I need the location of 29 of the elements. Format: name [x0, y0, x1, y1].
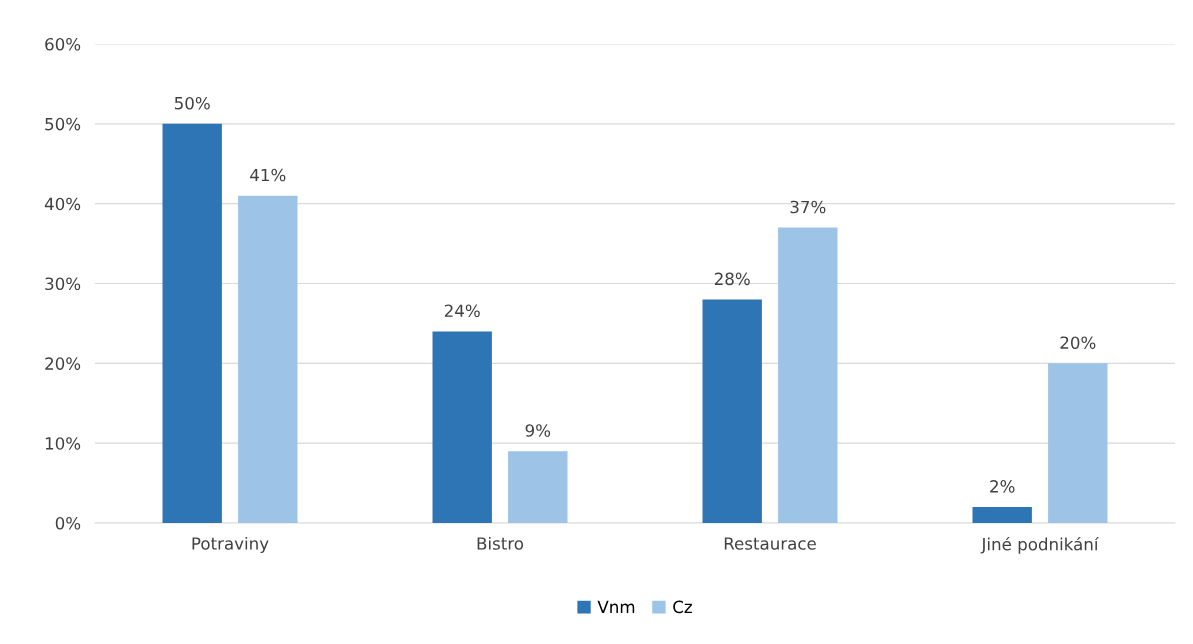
- data-label: 28%: [714, 272, 750, 286]
- y-tick-label: 50%: [45, 117, 81, 131]
- bar: [238, 195, 298, 523]
- data-label: 2%: [990, 480, 1015, 493]
- bar: [1048, 363, 1108, 523]
- y-tick-label: 10%: [45, 437, 81, 450]
- bar: [702, 299, 762, 523]
- data-label: 41%: [250, 168, 286, 182]
- x-tick-label: Restaurace: [724, 537, 816, 550]
- y-tick-label: 0%: [55, 516, 81, 530]
- y-tick-label: 30%: [45, 277, 81, 291]
- data-label: 20%: [1060, 336, 1096, 349]
- data-label: 9%: [525, 424, 551, 437]
- x-tick-label: Jiné podnikání: [980, 536, 1099, 554]
- x-tick-label: Potraviny: [192, 536, 269, 554]
- bar: [508, 451, 568, 523]
- y-tick-label: 60%: [45, 37, 81, 51]
- bar: [778, 227, 838, 523]
- y-tick-label: 40%: [44, 197, 81, 211]
- legend-label: Cz: [673, 600, 692, 614]
- legend-label: Vnm: [597, 600, 635, 613]
- bar: [432, 331, 492, 523]
- x-tick-label: Bistro: [477, 536, 524, 550]
- data-label: 24%: [444, 304, 480, 318]
- bar: [162, 123, 222, 523]
- data-label: 37%: [790, 200, 826, 214]
- bar: [972, 507, 1032, 523]
- y-tick-label: 20%: [45, 357, 81, 370]
- data-label: 50%: [174, 96, 210, 110]
